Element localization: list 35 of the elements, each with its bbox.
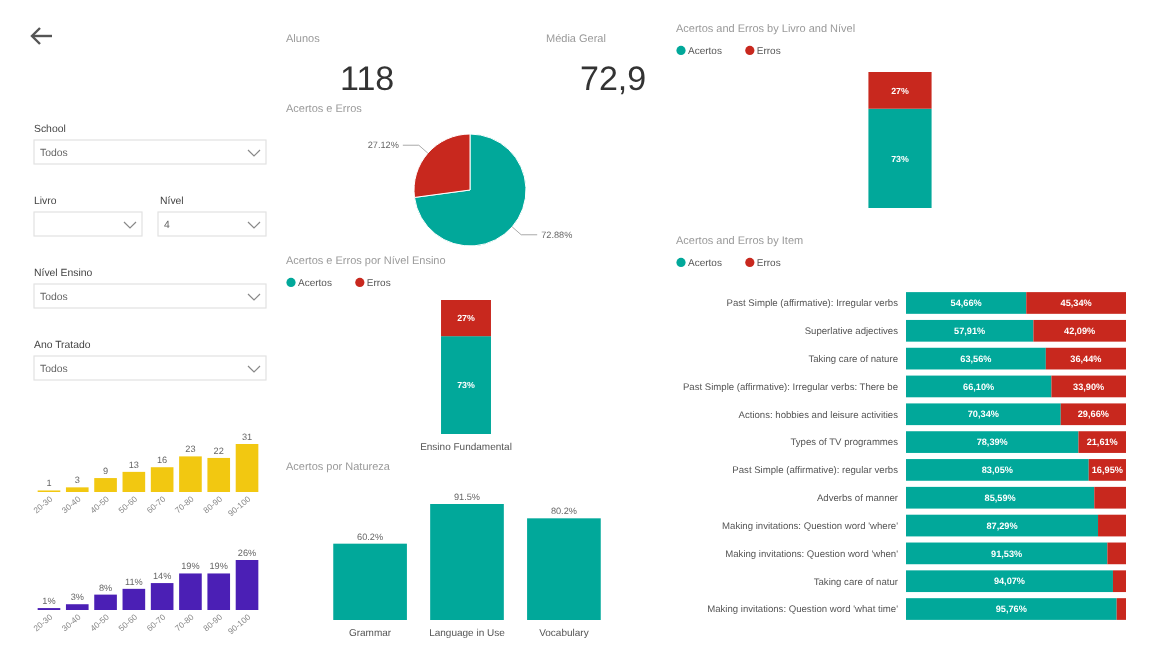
bar [235,560,259,610]
bar [150,583,174,610]
bar [906,319,1034,342]
bar [906,292,1027,314]
bar [179,456,202,492]
bar [235,444,259,492]
text: 72,9 [580,60,647,98]
bar [122,588,146,610]
bar [1033,319,1126,342]
bar [94,594,117,610]
bar [906,514,1099,537]
bar [1026,292,1126,314]
bar [94,478,117,492]
bar [179,573,202,610]
bar [906,347,1046,370]
bar [906,486,1095,509]
bar [65,604,89,610]
pie-slice [414,133,527,247]
bar [1094,486,1126,509]
bar [1107,542,1126,565]
bar [906,375,1052,398]
bar [1098,514,1126,537]
bar [122,471,146,492]
bar [906,403,1061,426]
bar [207,457,231,492]
bar [906,542,1108,565]
bar [1112,570,1126,593]
bar [906,459,1089,481]
bar [1116,598,1126,620]
bar [906,570,1113,593]
text: 118 [340,60,395,98]
bar [906,598,1117,620]
bar [207,573,231,610]
bar [150,467,174,492]
bar [906,431,1079,453]
